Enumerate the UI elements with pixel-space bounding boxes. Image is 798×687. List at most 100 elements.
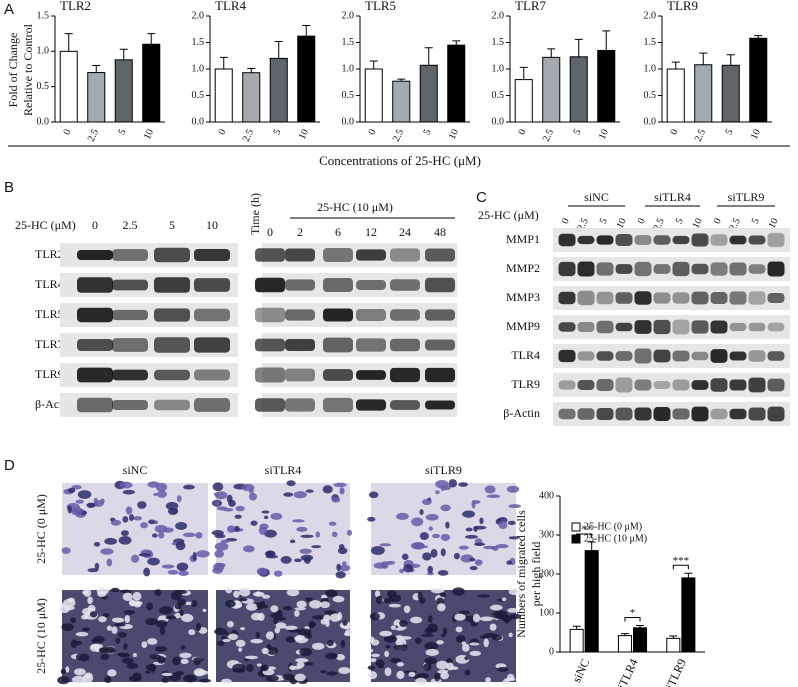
cell: [102, 613, 110, 618]
cell: [132, 672, 142, 682]
cell: [196, 550, 210, 558]
cell: [214, 542, 229, 551]
cell: [81, 627, 90, 632]
row-label: 25-HC (10 μM): [34, 598, 48, 674]
y-tick-label: 1.0: [492, 63, 505, 74]
blot-band: [255, 398, 285, 412]
cell: [180, 658, 189, 665]
cell: [280, 555, 292, 564]
blot-band: [390, 400, 420, 410]
cell: [294, 607, 307, 611]
cell: [262, 594, 271, 599]
blot-band: [425, 367, 455, 383]
blot-band: [634, 379, 652, 391]
cell: [143, 567, 151, 577]
cell: [455, 626, 463, 633]
cell: [100, 653, 110, 660]
y-tick-label: 2.0: [492, 10, 505, 21]
cell: [119, 481, 133, 489]
cell: [140, 522, 149, 529]
cell: [222, 508, 234, 512]
blot-row-label: TLR2: [35, 247, 64, 261]
cell: [452, 587, 465, 596]
blot-band: [596, 320, 614, 334]
cell: [256, 604, 269, 609]
blot-band: [194, 369, 230, 381]
cell: [71, 484, 82, 490]
cell: [492, 611, 504, 619]
blot-band: [767, 378, 785, 392]
error-bar: [274, 40, 283, 59]
cell: [420, 633, 434, 637]
cell: [486, 494, 501, 499]
cell: [191, 600, 198, 608]
blot-band: [691, 406, 709, 422]
panel-letter: A: [4, 1, 14, 18]
blot-band: [154, 308, 190, 322]
blot-band: [112, 338, 148, 352]
error-bar: [574, 38, 583, 57]
blot-band: [691, 263, 709, 275]
cell: [399, 636, 412, 640]
y-tick-label: 0: [549, 646, 554, 657]
error-bar: [64, 33, 73, 52]
blot-band: [653, 292, 671, 304]
cell: [248, 492, 257, 501]
cell: [104, 537, 118, 545]
blot-axis: Time (h): [248, 193, 262, 235]
cell: [496, 667, 509, 672]
error-bar: [726, 54, 735, 66]
cell: [436, 603, 446, 612]
cell: [98, 616, 107, 623]
significance-label: ***: [673, 555, 690, 567]
cell: [479, 616, 494, 622]
cell: [198, 627, 208, 634]
error-bar: [219, 56, 228, 69]
lane-label: 10: [615, 217, 629, 231]
cell: [243, 545, 255, 553]
cell: [214, 628, 228, 636]
cell: [462, 510, 476, 518]
cell: [224, 599, 236, 608]
cell: [159, 606, 173, 615]
blot-band: [767, 351, 785, 361]
cell: [105, 646, 116, 654]
cell: [299, 647, 313, 657]
cell: [284, 625, 298, 630]
cell: [305, 489, 314, 493]
error-bar: [602, 30, 611, 51]
cell: [469, 558, 476, 562]
cell: [311, 545, 322, 549]
significance-label: *: [630, 607, 636, 619]
blot-band: [323, 308, 353, 322]
blot-band: [710, 349, 728, 363]
cell: [459, 610, 470, 615]
cell: [415, 637, 422, 644]
blot-row-label: MMP9: [506, 319, 540, 333]
cell: [100, 498, 105, 505]
blot-band: [356, 308, 386, 322]
lane-label: 5: [750, 217, 762, 226]
cell: [416, 672, 429, 680]
bar: [514, 79, 533, 123]
cell: [489, 623, 497, 631]
cell: [148, 519, 156, 525]
cell: [67, 505, 72, 514]
column-label: siTLR4: [265, 463, 302, 477]
cell: [138, 553, 152, 557]
cell: [61, 547, 71, 554]
bar: [617, 635, 633, 653]
cell: [133, 516, 143, 521]
cell: [330, 613, 341, 622]
cell: [435, 480, 449, 489]
blot-row-label: MMP3: [506, 290, 540, 304]
blot-row-label: TLR4: [511, 348, 540, 362]
lane-label: 0: [560, 217, 572, 226]
bar: [364, 68, 383, 123]
cell: [106, 625, 113, 631]
blot-band: [615, 377, 633, 393]
chart-title: TLR9: [667, 0, 698, 13]
blot-band: [615, 264, 633, 274]
blot-band: [767, 322, 785, 332]
